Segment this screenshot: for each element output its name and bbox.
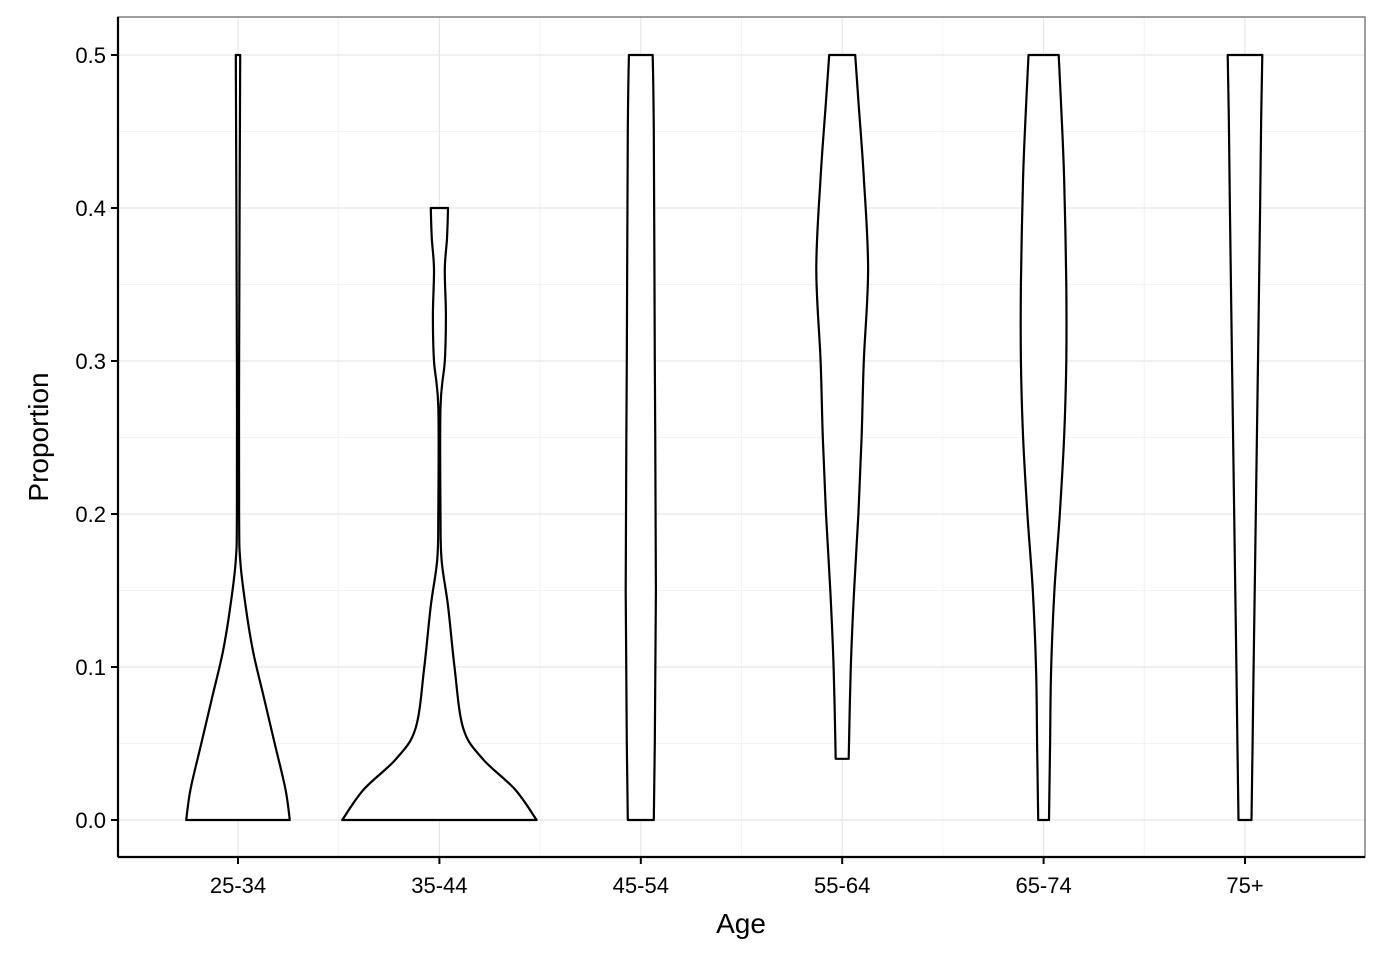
y-tick-label: 0.0 — [75, 808, 106, 833]
y-tick-label: 0.5 — [75, 43, 106, 68]
y-tick-label: 0.4 — [75, 196, 106, 221]
violin-25-34 — [185, 53, 291, 822]
violin-65-74 — [1019, 53, 1068, 822]
grid-lines — [118, 17, 1365, 857]
violin-55-64 — [815, 53, 870, 760]
violin-45-54 — [624, 53, 657, 822]
x-tick-label: 65-74 — [1015, 873, 1071, 898]
y-tick-label: 0.1 — [75, 655, 106, 680]
y-axis-title: Proportion — [23, 372, 54, 501]
x-tick-label: 25-34 — [210, 873, 266, 898]
x-tick-label: 55-64 — [814, 873, 870, 898]
y-tick-label: 0.3 — [75, 349, 106, 374]
violin-35-44 — [341, 206, 538, 822]
axes: 0.0 0.1 0.2 0.3 0.4 0.5 25-34 35-44 45-54 55-64 65… — [75, 17, 1365, 898]
x-tick-label: 75+ — [1226, 873, 1263, 898]
violin-75+ — [1226, 53, 1264, 822]
x-tick-label: 45-54 — [613, 873, 669, 898]
x-axis-title: Age — [716, 908, 766, 939]
y-tick-label: 0.2 — [75, 502, 106, 527]
x-tick-label: 35-44 — [411, 873, 467, 898]
violins — [185, 53, 1264, 822]
